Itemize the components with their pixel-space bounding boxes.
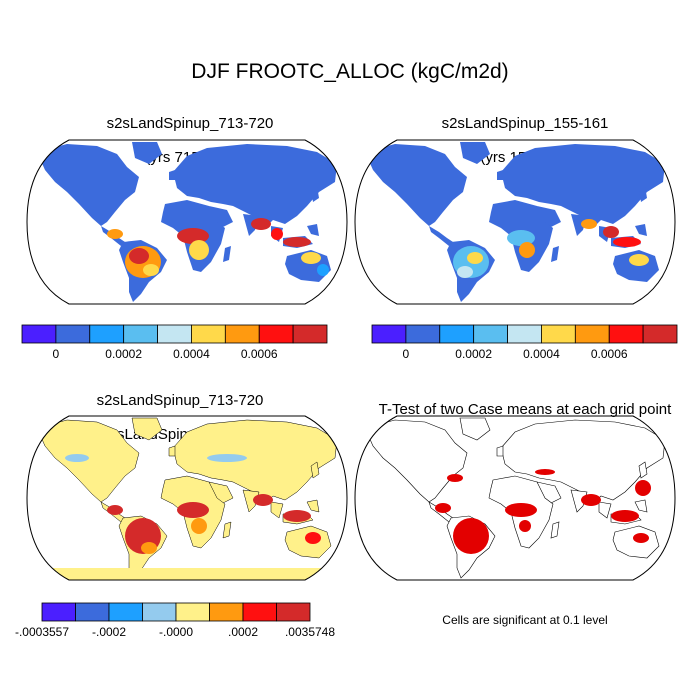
panel-1-title-line1: s2sLandSpinup_713-720: [106, 115, 274, 132]
colorbar-1-tick-label: 0.0006: [240, 347, 278, 361]
colorbar-1-tick-label: 0: [52, 347, 60, 361]
colorbar-2-swatch: [608, 324, 644, 344]
panel-3-title-line1: s2sLandSpinup_713-720: [96, 392, 264, 409]
colorbar-2-tick-label: 0.0002: [455, 347, 492, 361]
panel-4-land-outline: [364, 417, 672, 579]
colorbar-panel-2: [371, 324, 678, 344]
colorbar-2-swatch: [574, 324, 610, 344]
colorbar-diff-tick-label: -.0002: [91, 625, 127, 639]
colorbar-1-swatch: [292, 324, 328, 344]
panel-4-title-line1: T-Test of two Case means at each grid po…: [378, 401, 672, 418]
panel-3-antarctica: [27, 568, 347, 580]
colorbar-diff-swatch: [41, 602, 76, 622]
colorbar-2-tick-label: 0.0004: [523, 347, 560, 361]
colorbar-diff-swatch: [108, 602, 143, 622]
figure-title: DJF FROOTC_ALLOC (kgC/m2d): [191, 60, 509, 83]
significance-note: Cells are significant at 0.1 level: [442, 613, 608, 627]
panel-2-map: [354, 139, 676, 305]
panel-4-map: [354, 415, 676, 581]
panel-3-land: [36, 417, 344, 579]
panel-2-title-line1: s2sLandSpinup_155-161: [441, 115, 609, 132]
colorbar-1-tick-label: 0.0004: [173, 347, 210, 361]
colorbar-1-swatch: [89, 324, 125, 344]
colorbar-diff-swatch: [242, 602, 277, 622]
colorbar-diff-swatch: [142, 602, 177, 622]
panel-2-land: [365, 142, 671, 302]
colorbar-2-swatch: [439, 324, 475, 344]
colorbar-2-swatch: [507, 324, 542, 344]
colorbar-diff-swatch: [209, 602, 244, 622]
colorbar-panel-1: [21, 324, 328, 344]
colorbar-diff-tick-label: -.0003557: [14, 625, 70, 639]
colorbar-diff-tick-label: .0035748: [284, 625, 336, 639]
colorbar-1-tick-label: 0.0002: [105, 347, 142, 361]
panel-4-title: T-Test of two Case means at each grid po…: [355, 384, 695, 435]
colorbar-1-swatch: [55, 324, 91, 344]
panel-3-map: [26, 415, 348, 581]
colorbar-2-swatch: [405, 324, 441, 344]
colorbar-1-swatch: [191, 324, 226, 344]
colorbar-1-swatch: [258, 324, 294, 344]
panel-1-land: [37, 142, 343, 302]
colorbar-diff-tick-label: -.0000: [158, 625, 194, 639]
colorbar-1-swatch: [21, 324, 57, 344]
colorbar-1-swatch: [157, 324, 192, 344]
colorbar-diff-tick-label: .0002: [227, 625, 259, 639]
colorbar-diff-swatch: [276, 602, 311, 622]
panel-1-map: [26, 139, 348, 305]
colorbar-2-swatch: [541, 324, 576, 344]
colorbar-diff: [41, 602, 311, 622]
colorbar-1-swatch: [224, 324, 260, 344]
colorbar-2-tick-label: 0.0006: [590, 347, 628, 361]
colorbar-1-swatch: [123, 324, 158, 344]
colorbar-2-swatch: [642, 324, 678, 344]
colorbar-diff-swatch: [75, 602, 110, 622]
colorbar-2-swatch: [371, 324, 407, 344]
colorbar-2-swatch: [473, 324, 508, 344]
colorbar-diff-swatch: [175, 602, 210, 622]
colorbar-2-tick-label: 0: [402, 347, 410, 361]
